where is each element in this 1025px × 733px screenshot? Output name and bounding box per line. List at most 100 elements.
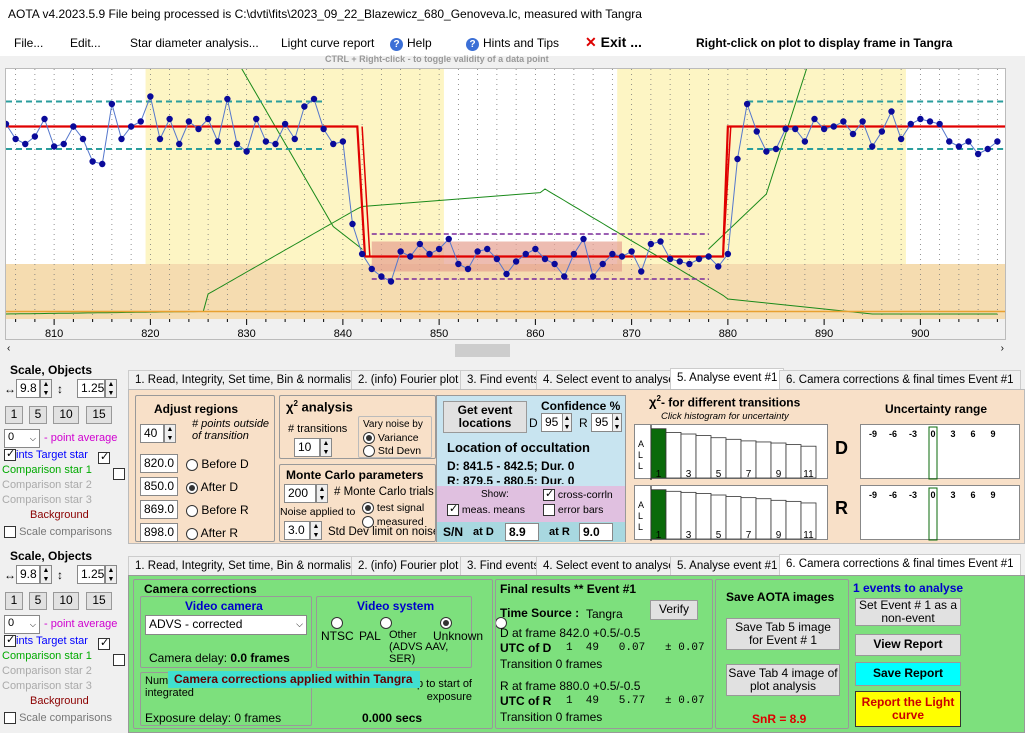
menu-edit[interactable]: Edit...	[70, 36, 101, 50]
view-report-button[interactable]: View Report	[855, 634, 961, 656]
scale-x-spinner-2[interactable]: ▲ ▼	[40, 565, 52, 584]
error-bars-option[interactable]: error bars	[543, 504, 603, 517]
other-radio[interactable]	[439, 616, 452, 629]
test-signal-radio[interactable]	[362, 502, 374, 515]
points-outside-input[interactable]: 40	[140, 424, 164, 443]
points-15-button[interactable]: 15	[86, 406, 112, 424]
scroll-right-icon[interactable]: ›	[1000, 343, 1004, 354]
cross-corr-option[interactable]: cross-corrln	[543, 487, 613, 502]
verify-button[interactable]: Verify	[650, 600, 698, 620]
measured-radio[interactable]	[362, 516, 374, 529]
test-signal-option[interactable]: test signal	[362, 502, 424, 515]
menu-hints[interactable]: ? Hints and Tips	[466, 36, 559, 51]
confidence-r-input[interactable]: 95	[591, 413, 613, 432]
stddevn-radio[interactable]	[363, 445, 375, 458]
variance-radio[interactable]	[363, 432, 375, 445]
scale-y-spinner[interactable]: ▲ ▼	[105, 379, 117, 398]
points-5-button-2[interactable]: 5	[29, 592, 47, 610]
meas-means-checkbox[interactable]	[447, 502, 459, 517]
tab-find-events[interactable]: 3. Find events	[460, 370, 547, 390]
target-star-checkbox[interactable]	[98, 450, 110, 464]
mc-trials-input[interactable]: 200	[284, 484, 316, 503]
scale-y-spinner-2[interactable]: ▲ ▼	[105, 565, 117, 584]
chi2-hist-r[interactable]: A L L 1 3 5 7 9 11	[634, 485, 829, 541]
before-r-option[interactable]: Before R	[186, 503, 249, 517]
light-curve-svg[interactable]: 810 820 830 840 850 860 870 880 890 900	[6, 69, 1006, 340]
tab-read-2[interactable]: 1. Read, Integrity, Set time, Bin & norm…	[128, 556, 365, 576]
point-average-select-2[interactable]: 0 ⌵	[4, 615, 40, 634]
menu-star-diameter[interactable]: Star diameter analysis...	[130, 36, 259, 50]
menu-file[interactable]: File...	[14, 36, 44, 50]
after-r-radio[interactable]	[186, 527, 198, 540]
scale-comparisons-checkbox-2[interactable]	[4, 712, 16, 725]
stddevn-option[interactable]: Std Devn	[363, 445, 421, 458]
after-d-option[interactable]: After D	[186, 480, 238, 494]
tab-fourier[interactable]: 2. (info) Fourier plot	[351, 370, 466, 390]
scale-x-input[interactable]: 9.8	[16, 379, 40, 398]
tab-camera-corrections-2[interactable]: 6. Camera corrections & final times Even…	[779, 554, 1021, 576]
tab-find-events-2[interactable]: 3. Find events	[460, 556, 547, 576]
tab-analyse-event-2[interactable]: 5. Analyse event #1	[670, 556, 785, 576]
points-10-button-2[interactable]: 10	[53, 592, 79, 610]
tab-fourier-2[interactable]: 2. (info) Fourier plot	[351, 556, 466, 576]
scale-comparisons-checkbox[interactable]	[4, 526, 16, 539]
comp1-checkbox-2[interactable]	[113, 653, 126, 666]
comp1-checkbox[interactable]	[113, 467, 126, 480]
ntsc-radio[interactable]	[331, 616, 343, 629]
light-curve-plot[interactable]: 810 820 830 840 850 860 870 880 890 900	[5, 68, 1006, 340]
tab-select-event-2[interactable]: 4. Select event to analyse	[536, 556, 682, 576]
points-1-button[interactable]: 1	[5, 406, 23, 424]
save-tab4-button[interactable]: Save Tab 4 image of plot analysis	[726, 664, 840, 696]
before-d-option[interactable]: Before D	[186, 457, 249, 471]
get-event-locations-button[interactable]: Get event locations	[443, 401, 527, 433]
before-d-radio[interactable]	[186, 458, 198, 471]
after-r-option[interactable]: After R	[186, 526, 238, 540]
point-average-select[interactable]: 0 ⌵	[4, 429, 40, 448]
scale-x-input-2[interactable]: 9.8	[16, 565, 40, 584]
tab-select-event[interactable]: 4. Select event to analyse	[536, 370, 682, 390]
measured-option[interactable]: measured	[362, 516, 424, 529]
sd-limit-input[interactable]: 3.0	[284, 521, 310, 540]
tab-analyse-event[interactable]: 5. Analyse event #1	[670, 368, 785, 390]
mc-trials-spinner[interactable]: ▲ ▼	[316, 484, 328, 503]
chi2-hist-d[interactable]: A L L 1 3 5 7 9 11	[634, 424, 829, 480]
scale-comparisons-row-2[interactable]: Scale comparisons	[4, 712, 112, 725]
error-bars-checkbox[interactable]	[543, 504, 555, 517]
points-checkbox-2[interactable]	[4, 633, 16, 648]
points-15-button-2[interactable]: 15	[86, 592, 112, 610]
points-outside-spinner[interactable]: ▲ ▼	[164, 424, 176, 443]
points-10-button[interactable]: 10	[53, 406, 79, 424]
report-light-curve-button[interactable]: Report the Light curve	[855, 691, 961, 727]
menu-light-curve-report[interactable]: Light curve report	[281, 36, 375, 50]
target-star-checkbox-2[interactable]	[98, 636, 110, 650]
scale-x-spinner[interactable]: ▲ ▼	[40, 379, 52, 398]
scale-comparisons-row[interactable]: Scale comparisons	[4, 526, 112, 539]
sd-limit-spinner[interactable]: ▲ ▼	[310, 521, 322, 540]
cross-corr-checkbox[interactable]	[543, 487, 555, 502]
save-report-button[interactable]: Save Report	[855, 662, 961, 686]
confidence-r-spinner[interactable]: ▲ ▼	[612, 413, 622, 432]
scale-y-input-2[interactable]: 1.25	[77, 565, 105, 584]
variance-option[interactable]: Variance	[363, 432, 419, 445]
after-d-radio[interactable]	[186, 481, 198, 494]
scale-y-input[interactable]: 1.25	[77, 379, 105, 398]
points-1-button-2[interactable]: 1	[5, 592, 23, 610]
tab-camera-corrections[interactable]: 6. Camera corrections & final times Even…	[779, 370, 1021, 390]
save-tab5-button[interactable]: Save Tab 5 image for Event # 1	[726, 618, 840, 650]
transitions-spinner[interactable]: ▲ ▼	[320, 438, 332, 457]
confidence-d-spinner[interactable]: ▲ ▼	[562, 413, 572, 432]
meas-means-option[interactable]: meas. means	[447, 502, 525, 517]
camera-select[interactable]: ADVS - corrected ⌵	[145, 615, 307, 635]
confidence-d-input[interactable]: 95	[541, 413, 563, 432]
menu-exit[interactable]: ✕ Exit ...	[585, 34, 642, 51]
pal-radio[interactable]	[380, 616, 393, 629]
set-non-event-button[interactable]: Set Event # 1 as a non-event	[855, 598, 961, 626]
tab-read[interactable]: 1. Read, Integrity, Set time, Bin & norm…	[128, 370, 365, 390]
points-checkbox[interactable]	[4, 447, 16, 462]
before-r-radio[interactable]	[186, 504, 198, 517]
scroll-left-icon[interactable]: ‹	[7, 343, 11, 354]
scrollbar-thumb[interactable]	[455, 344, 510, 357]
points-5-button[interactable]: 5	[29, 406, 47, 424]
